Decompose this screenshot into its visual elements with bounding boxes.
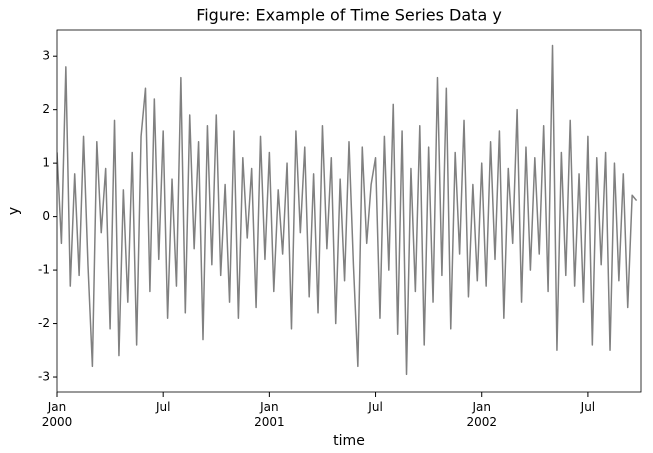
x-tick-label: Jul bbox=[367, 400, 382, 414]
y-tick-label: 3 bbox=[42, 49, 50, 63]
x-axis-label: time bbox=[333, 433, 365, 449]
y-tick-label: 0 bbox=[42, 209, 50, 223]
y-tick-label: -1 bbox=[38, 263, 50, 277]
y-tick-label: 1 bbox=[42, 156, 50, 170]
x-tick-label: Jan 2001 bbox=[254, 400, 285, 429]
x-tick-label: Jul bbox=[155, 400, 170, 414]
y-tick-label: -2 bbox=[38, 316, 50, 330]
x-tick-label: Jul bbox=[580, 400, 595, 414]
series-line bbox=[57, 44, 638, 376]
y-tick-label: -3 bbox=[38, 370, 50, 384]
plot-frame bbox=[56, 29, 642, 393]
y-tick-label: 2 bbox=[42, 102, 50, 116]
x-tick-label: Jan 2002 bbox=[466, 400, 497, 429]
chart-title: Figure: Example of Time Series Data y bbox=[196, 6, 502, 25]
x-tick-label: Jan 2000 bbox=[42, 400, 73, 429]
y-axis-label: y bbox=[6, 207, 22, 215]
